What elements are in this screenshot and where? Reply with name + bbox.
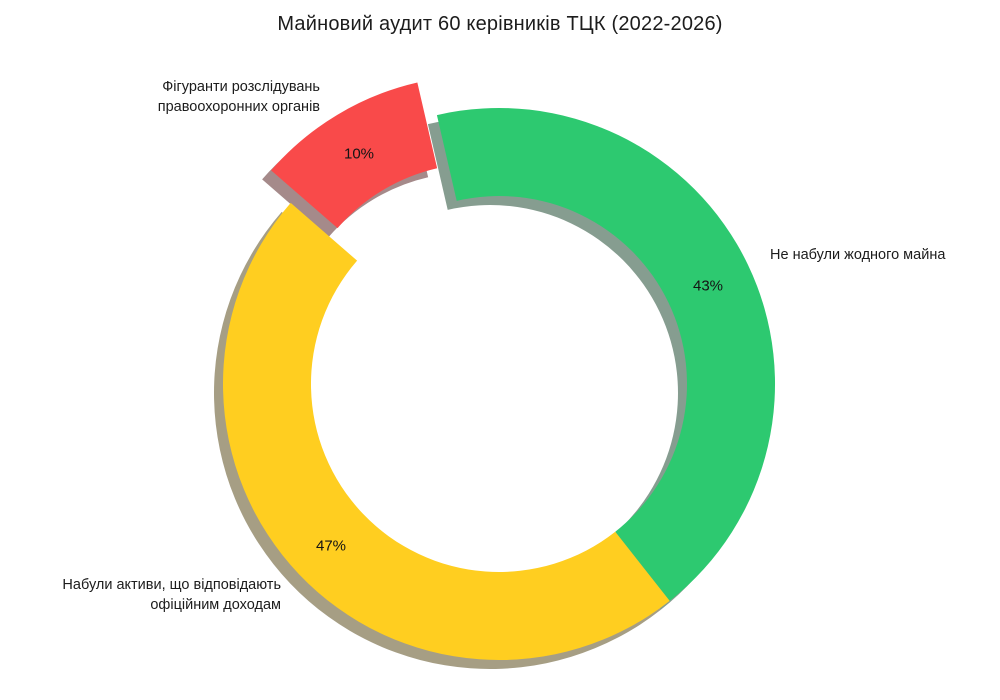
slice-label-no-assets: Не набули жодного майна	[770, 245, 945, 265]
slice-label-assets-match-income: Набули активи, що відповідають офіційним…	[62, 575, 281, 615]
slice-label-line: Не набули жодного майна	[770, 247, 946, 263]
chart-title: Майновий аудит 60 керівників ТЦК (2022-2…	[277, 13, 723, 35]
pct-label-under-investigation: 10%	[343, 145, 375, 163]
pct-label-no-assets: 43%	[692, 277, 724, 295]
slice-assets-match-income	[222, 202, 670, 661]
slice-label-under-investigation: Фігуранти розслідувань правоохоронних ор…	[158, 77, 320, 117]
slice-label-line: Набули активи, що відповідають	[62, 577, 281, 593]
slice-label-line: Фігуранти розслідувань	[162, 79, 320, 95]
slice-label-line: офіційним доходам	[150, 597, 281, 613]
slice-under-investigation	[271, 82, 438, 229]
slice-label-line: правоохоронних органів	[157, 99, 320, 115]
slice-no-assets	[436, 107, 776, 601]
pct-label-assets-match-income: 47%	[315, 537, 347, 555]
